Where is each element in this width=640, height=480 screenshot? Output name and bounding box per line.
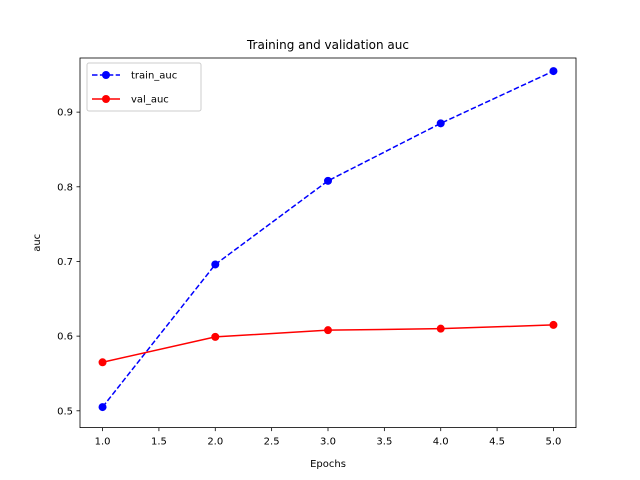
legend-marker-val-auc xyxy=(102,95,110,103)
x-tick-label: 1.0 xyxy=(95,437,111,448)
y-tick-label: 0.7 xyxy=(57,257,73,268)
series-line-train-auc xyxy=(101,70,554,408)
legend: train_auc val_auc xyxy=(86,62,202,112)
x-tick-label: 4.0 xyxy=(433,437,449,448)
data-point-val-auc xyxy=(211,332,220,341)
data-point-train-auc xyxy=(324,176,332,185)
x-tick-label: 3.0 xyxy=(320,437,336,448)
x-tick-label: 5.0 xyxy=(546,437,562,448)
legend-label: train_auc xyxy=(131,71,177,82)
x-tick-label: 4.5 xyxy=(489,437,505,448)
legend-label: val_auc xyxy=(131,95,169,106)
data-point-train-auc xyxy=(436,119,445,128)
y-tick-label: 0.5 xyxy=(57,406,73,417)
y-tick-label: 0.9 xyxy=(57,108,73,119)
x-axis-label: Epochs xyxy=(310,459,346,470)
chart-title: Training and validation auc xyxy=(246,38,409,52)
x-tick-label: 2.0 xyxy=(207,437,223,448)
data-point-train-auc xyxy=(211,260,220,269)
y-tick-label: 0.8 xyxy=(57,182,73,193)
data-point-train-auc xyxy=(549,67,558,76)
data-point-val-auc xyxy=(324,326,332,335)
data-point-train-auc xyxy=(98,403,107,412)
data-point-val-auc xyxy=(549,320,558,329)
x-tick-label: 3.5 xyxy=(376,437,392,448)
x-tick-label: 1.5 xyxy=(151,437,167,448)
x-tick-label: 2.5 xyxy=(264,437,280,448)
axis-ticks: 1.0 1.5 2.0 2.5 3.0 3.5 4.0 4.5 5.0 0.5 0.6 0.7 0.8 0… xyxy=(57,108,561,448)
legend-marker-train-auc xyxy=(102,71,110,79)
plot-area xyxy=(98,67,558,412)
y-tick-label: 0.6 xyxy=(57,332,73,343)
y-axis-label: auc xyxy=(32,234,43,252)
data-point-val-auc xyxy=(98,358,107,367)
data-point-val-auc xyxy=(436,324,445,333)
